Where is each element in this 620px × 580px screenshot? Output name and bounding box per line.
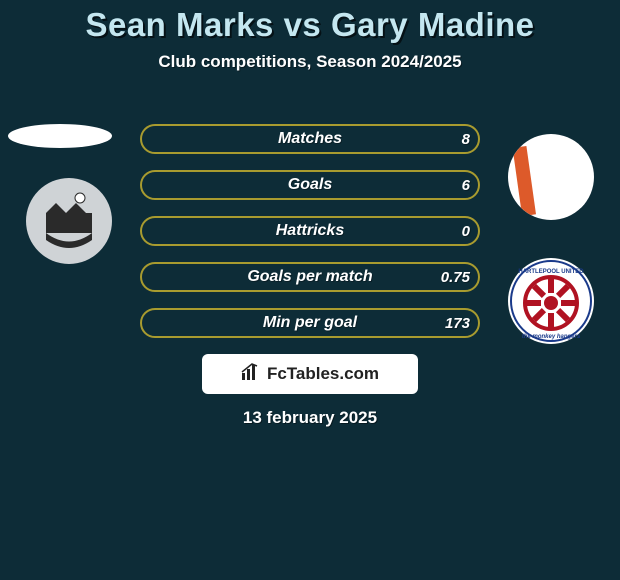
stat-row: Hattricks0 (140, 216, 480, 246)
date-text: 13 february 2025 (0, 408, 620, 428)
club-badge-right-icon: HARTLEPOOL UNITED the monkey hangers (508, 258, 594, 344)
brand-text: FcTables.com (267, 364, 379, 384)
stat-row: Goals per match0.75 (140, 262, 480, 292)
stat-row: Goals6 (140, 170, 480, 200)
stat-right-value: 0.75 (441, 262, 470, 292)
brand-box: FcTables.com (202, 354, 418, 394)
svg-text:the monkey hangers: the monkey hangers (522, 334, 581, 340)
stat-label: Goals per match (140, 262, 480, 292)
bar-chart-icon (241, 363, 261, 386)
page-title: Sean Marks vs Gary Madine (0, 0, 620, 44)
player-left-club-badge (26, 178, 112, 264)
stats-block: Matches8Goals6Hattricks0Goals per match0… (140, 124, 480, 354)
stat-right-value: 0 (462, 216, 470, 246)
stat-label: Hattricks (140, 216, 480, 246)
stat-right-value: 6 (462, 170, 470, 200)
stat-label: Min per goal (140, 308, 480, 338)
stat-right-value: 8 (462, 124, 470, 154)
club-badge-left-icon (26, 178, 112, 264)
player-right-avatar (508, 134, 594, 220)
stat-right-value: 173 (445, 308, 470, 338)
svg-text:HARTLEPOOL UNITED: HARTLEPOOL UNITED (518, 269, 584, 275)
comparison-card: Sean Marks vs Gary Madine Club competiti… (0, 0, 620, 580)
stat-label: Goals (140, 170, 480, 200)
subtitle: Club competitions, Season 2024/2025 (0, 52, 620, 72)
stat-row: Matches8 (140, 124, 480, 154)
player-left-avatar (8, 124, 112, 148)
content-area: Sean Marks vs Gary Madine Club competiti… (0, 0, 620, 440)
stat-row: Min per goal173 (140, 308, 480, 338)
stat-label: Matches (140, 124, 480, 154)
player-right-club-badge: HARTLEPOOL UNITED the monkey hangers (508, 258, 594, 344)
